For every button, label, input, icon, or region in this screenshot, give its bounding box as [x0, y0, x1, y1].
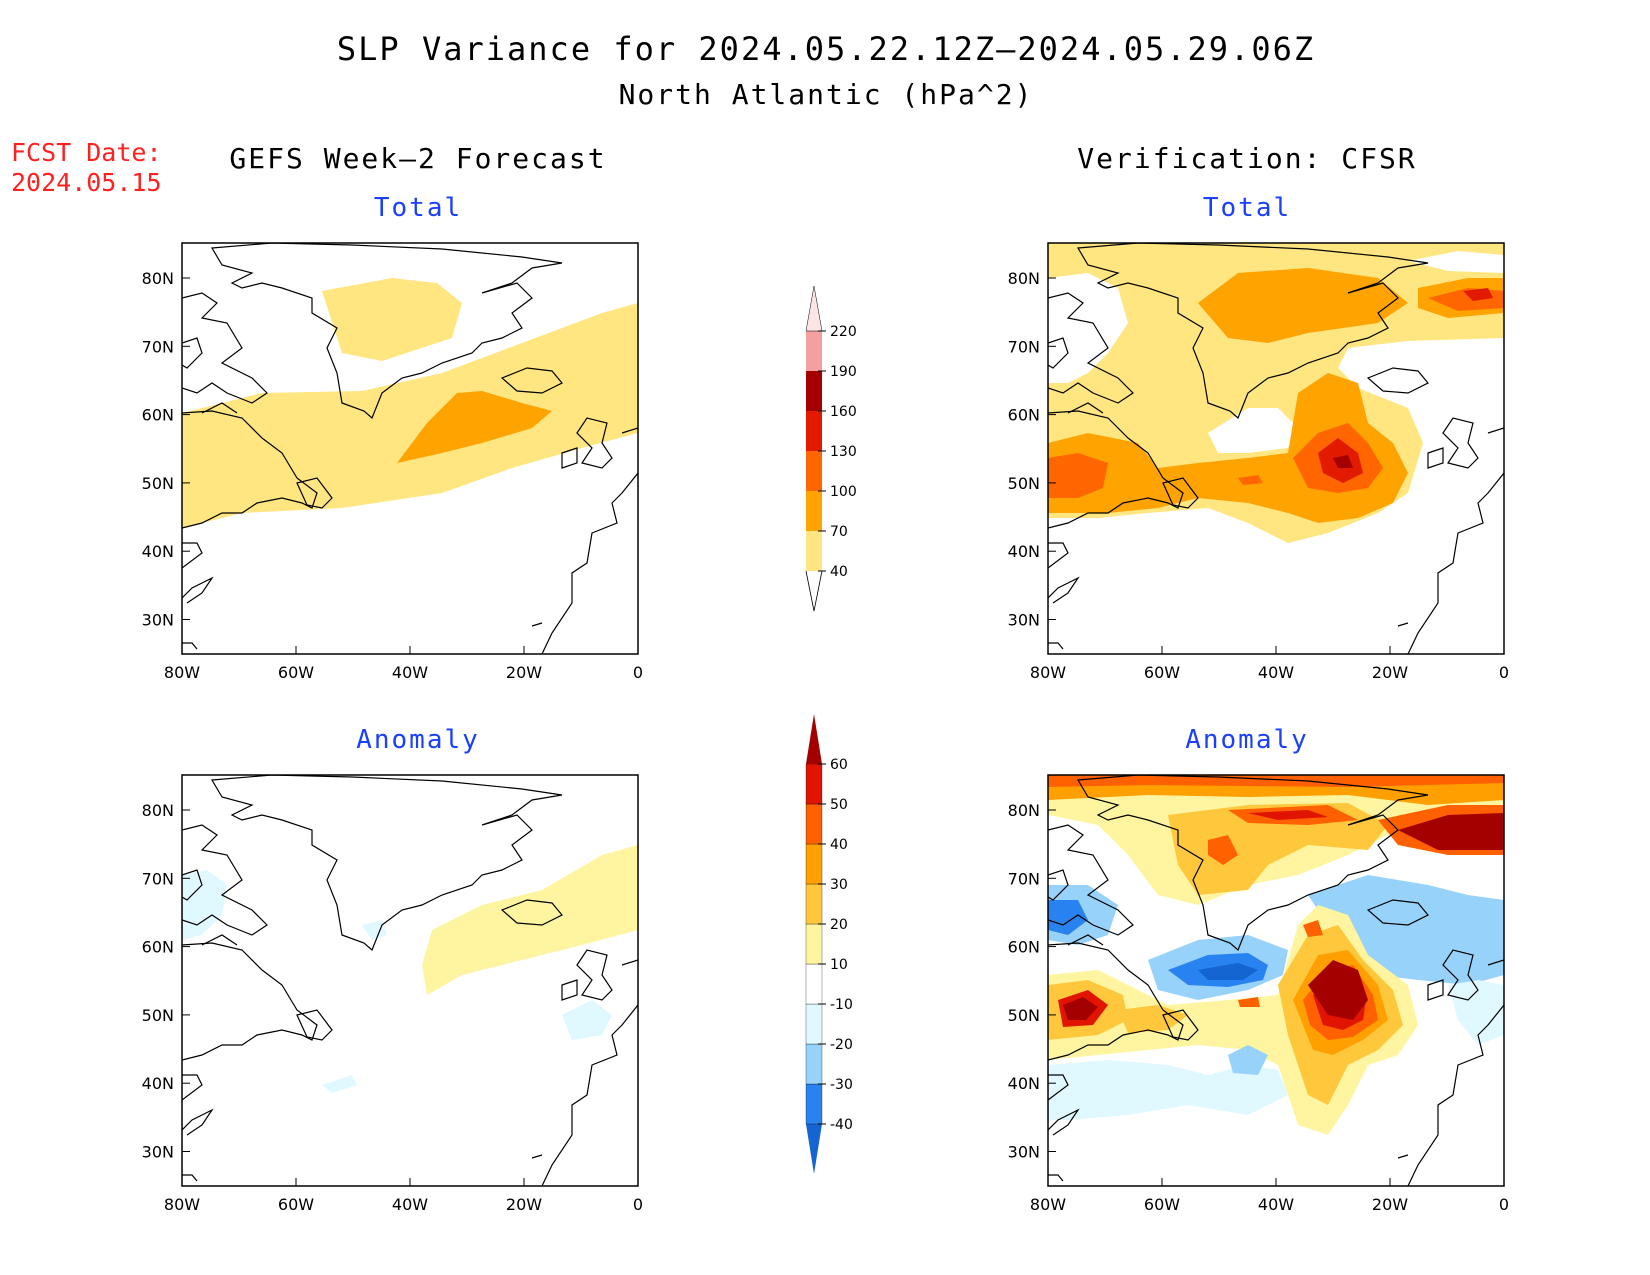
colorbar-anomaly-swatch — [805, 1043, 823, 1085]
lat-label-forecast-total: 80N — [142, 269, 174, 288]
lat-label-verif-anomaly: 60N — [1008, 938, 1040, 957]
lat-label-verif-anomaly: 70N — [1008, 869, 1040, 888]
colorbar-anomaly-swatch — [805, 963, 823, 1005]
map-forecast-anomaly — [182, 775, 638, 1186]
lon-label-verif-total: 80W — [1030, 663, 1066, 682]
lat-label-verif-anomaly: 30N — [1008, 1143, 1040, 1162]
colorbar-total-label: 220 — [830, 324, 857, 340]
lat-label-verif-total: 60N — [1008, 406, 1040, 425]
colorbar-total-swatch — [805, 285, 823, 332]
colorbar-total-label: 130 — [830, 444, 857, 460]
colorbar-anomaly-swatch — [805, 1003, 823, 1045]
colorbar-total-label: 40 — [830, 564, 848, 580]
lon-label-verif-total: 60W — [1144, 663, 1180, 682]
lat-label-forecast-total: 50N — [142, 474, 174, 493]
panel-label-verif-anomaly: Anomaly — [1185, 725, 1309, 755]
colorbar-anomaly-label: 60 — [830, 757, 848, 773]
lon-label-forecast-anomaly: 40W — [392, 1195, 428, 1214]
lon-label-forecast-anomaly: 60W — [278, 1195, 314, 1214]
colorbar-total-label: 100 — [830, 484, 857, 500]
colorbar-total: 40 70 100 130 160 190 220 — [805, 285, 857, 612]
colorbar-total-swatch — [806, 491, 822, 531]
lon-label-forecast-anomaly: 0 — [633, 1195, 643, 1214]
lon-label-verif-anomaly: 0 — [1499, 1195, 1509, 1214]
lat-label-verif-total: 70N — [1008, 337, 1040, 356]
colorbar-anomaly-swatch — [805, 803, 823, 845]
colorbar-anomaly-swatch — [806, 714, 822, 764]
colorbar-total-swatch — [806, 411, 822, 451]
colorbar-anomaly-label: -40 — [830, 1117, 853, 1133]
colorbar-total-swatch — [806, 371, 822, 411]
lon-label-verif-total: 20W — [1372, 663, 1408, 682]
lon-label-forecast-total: 80W — [164, 663, 200, 682]
lat-label-verif-total: 80N — [1008, 269, 1040, 288]
lat-label-forecast-anomaly: 60N — [142, 938, 174, 957]
colorbar-anomaly: -40 -30 -20 -10 10 20 30 40 50 60 — [805, 714, 853, 1174]
figure-subtitle: North Atlantic (hPa^2) — [618, 78, 1034, 111]
colorbar-anomaly-label: 10 — [830, 957, 848, 973]
colorbar-total-label: 70 — [830, 524, 848, 540]
lon-label-verif-anomaly: 60W — [1144, 1195, 1180, 1214]
lat-label-forecast-total: 40N — [142, 542, 174, 561]
colorbar-anomaly-label: 40 — [830, 837, 848, 853]
colorbar-anomaly-label: 20 — [830, 917, 848, 933]
lat-label-forecast-anomaly: 70N — [142, 869, 174, 888]
lat-label-verif-total: 50N — [1008, 474, 1040, 493]
figure-title: SLP Variance for 2024.05.22.12Z–2024.05.… — [336, 30, 1316, 68]
colorbar-anomaly-label: 50 — [830, 797, 848, 813]
lat-label-forecast-anomaly: 40N — [142, 1074, 174, 1093]
lon-label-verif-anomaly: 20W — [1372, 1195, 1408, 1214]
fcst-date-label: FCST Date: — [11, 138, 162, 167]
column-title-verification: Verification: CFSR — [1077, 142, 1417, 175]
lat-label-forecast-total: 30N — [142, 611, 174, 630]
lon-label-forecast-total: 0 — [633, 663, 643, 682]
lon-label-verif-total: 40W — [1258, 663, 1294, 682]
lon-label-verif-anomaly: 40W — [1258, 1195, 1294, 1214]
colorbar-anomaly-swatch — [805, 843, 823, 885]
lon-label-forecast-total: 20W — [506, 663, 542, 682]
column-title-forecast: GEFS Week–2 Forecast — [229, 142, 607, 175]
colorbar-total-label: 160 — [830, 404, 857, 420]
lat-label-forecast-anomaly: 50N — [142, 1006, 174, 1025]
panel-label-forecast-anomaly: Anomaly — [356, 725, 480, 755]
colorbar-anomaly-label: -10 — [830, 997, 853, 1013]
lat-label-verif-total: 30N — [1008, 611, 1040, 630]
lat-label-verif-anomaly: 80N — [1008, 801, 1040, 820]
colorbar-total-swatch — [806, 531, 822, 571]
lon-label-forecast-total: 60W — [278, 663, 314, 682]
lat-label-forecast-total: 70N — [142, 337, 174, 356]
colorbar-anomaly-swatch — [805, 883, 823, 925]
lat-label-verif-anomaly: 50N — [1008, 1006, 1040, 1025]
colorbar-anomaly-swatch — [805, 923, 823, 965]
colorbar-anomaly-swatch — [806, 1124, 822, 1174]
fcst-date-value: 2024.05.15 — [11, 168, 162, 197]
colorbar-total-swatch — [806, 331, 822, 371]
colorbar-anomaly-label: 30 — [830, 877, 848, 893]
lat-label-verif-anomaly: 40N — [1008, 1074, 1040, 1093]
map-verif-total — [1048, 243, 1504, 654]
lon-label-forecast-anomaly: 20W — [506, 1195, 542, 1214]
colorbar-anomaly-swatch — [805, 1083, 823, 1125]
colorbar-anomaly-label: -30 — [830, 1077, 853, 1093]
lon-label-forecast-anomaly: 80W — [164, 1195, 200, 1214]
lon-label-verif-anomaly: 80W — [1030, 1195, 1066, 1214]
lat-label-forecast-anomaly: 80N — [142, 801, 174, 820]
lat-label-forecast-anomaly: 30N — [142, 1143, 174, 1162]
map-forecast-total — [182, 243, 638, 654]
lon-label-forecast-total: 40W — [392, 663, 428, 682]
lat-label-verif-total: 40N — [1008, 542, 1040, 561]
panel-label-verif-total: Total — [1202, 193, 1292, 223]
map-verif-anomaly — [1048, 775, 1504, 1186]
panel-label-forecast-total: Total — [373, 193, 463, 223]
lon-label-verif-total: 0 — [1499, 663, 1509, 682]
colorbar-anomaly-label: -20 — [830, 1037, 853, 1053]
colorbar-total-swatch — [806, 451, 822, 491]
colorbar-total-label: 190 — [830, 364, 857, 380]
frame-forecast-anomaly — [181, 774, 639, 1187]
lat-label-forecast-total: 60N — [142, 406, 174, 425]
colorbar-anomaly-swatch — [805, 763, 823, 805]
